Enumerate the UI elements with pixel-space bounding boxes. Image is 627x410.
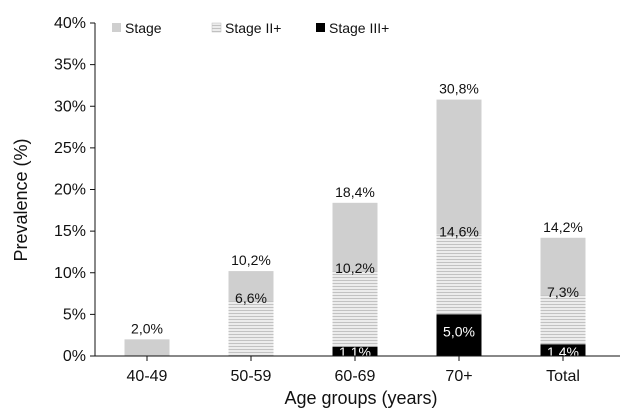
legend: Stage Stage II+ Stage III+ [112,20,389,36]
legend-swatch-stage-ii- [211,22,222,33]
bar-stage-ii--2 [332,271,378,356]
legend-swatch-stage-iii- [316,23,325,32]
x-tick-label: 70+ [445,368,472,385]
bar-stage-iii--4 [540,344,586,356]
data-label-stage-iii--3: 5,0% [443,323,475,339]
data-label-stage-ii--1: 6,6% [235,290,267,306]
data-label-stage-3: 30,8% [439,81,479,97]
y-tick-label: 20% [54,182,86,199]
x-tick-label: 60-69 [335,368,376,385]
y-tick-label: 30% [54,98,86,115]
legend-label-stage: Stage [125,20,162,36]
x-tick-label: Total [546,368,580,385]
x-axis-title: Age groups (years) [284,388,437,408]
y-tick-label: 10% [54,265,86,282]
bar-stage-iii--2 [332,346,378,356]
data-label-stage-2: 18,4% [335,184,375,200]
data-label-stage-ii--2: 10,2% [335,260,375,276]
x-tick-label: 50-59 [231,368,272,385]
bar-stage-0 [124,339,170,356]
data-label-stage-ii--3: 14,6% [439,223,479,239]
axes: 0% 5% 10% 15% 20% 25% 30% 35% 40% 40-49 50-59 60-69… [54,15,620,385]
y-tick-label: 35% [54,57,86,74]
y-tick-label: 25% [54,140,86,157]
x-tick-label: 40-49 [127,368,168,385]
legend-swatch-stage [112,23,121,32]
legend-label-stage-iii-: Stage III+ [329,20,389,36]
y-axis-title: Prevalence (%) [11,138,31,261]
data-label-stage-1: 10,2% [231,252,271,268]
y-tick-label: 15% [54,223,86,240]
data-label-stage-0: 2,0% [131,320,163,336]
y-tick-label: 0% [63,348,86,365]
bar-stage-ii--1 [228,301,274,356]
bars [124,99,586,356]
data-label-stage-4: 14,2% [543,219,583,235]
bar-stage-iii--3 [436,314,482,356]
y-tick-label: 40% [54,15,86,32]
y-tick-label: 5% [63,306,86,323]
legend-label-stage-ii-: Stage II+ [225,20,281,36]
data-label-stage-ii--4: 7,3% [547,284,579,300]
